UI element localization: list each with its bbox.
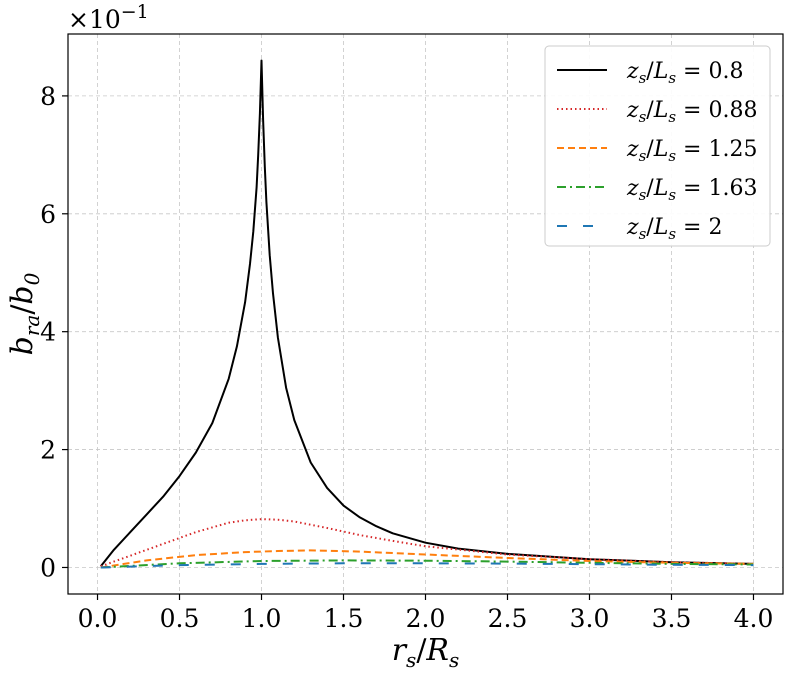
y-tick-label: 8 <box>40 82 56 111</box>
axis-ticks: 0.0 0.5 1.0 1.5 2.0 2.5 3.0 3.5 4.0 0 2 4 6 8 <box>40 82 773 633</box>
x-tick-label: 2.5 <box>488 604 528 633</box>
legend-label: zs/Ls = 2 <box>626 215 722 243</box>
label-slash: / <box>5 304 40 315</box>
y-tick-label: 6 <box>40 200 56 229</box>
series-line-4 <box>100 559 754 569</box>
x-tick-label: 0.0 <box>78 604 118 633</box>
series-line-3 <box>100 549 754 569</box>
label-subscript: s <box>449 648 459 672</box>
y-tick-label: 4 <box>40 318 56 347</box>
x-tick-label: 3.5 <box>652 604 692 633</box>
label-base: b <box>5 336 40 355</box>
offset-exponent: −1 <box>121 1 149 23</box>
y-tick-label: 0 <box>40 553 56 582</box>
label-base: R <box>425 633 449 668</box>
label-base: r <box>392 633 408 668</box>
x-tick-label: 1.0 <box>242 604 282 633</box>
y-offset-label: ×10−1 <box>68 1 149 34</box>
y-tick-label: 2 <box>40 436 56 465</box>
offset-base: ×10 <box>68 5 121 34</box>
x-axis-label: rs/Rs <box>392 633 460 672</box>
label-slash: / <box>416 633 427 668</box>
x-tick-label: 4.0 <box>734 604 774 633</box>
series-line-5 <box>100 562 754 569</box>
series-line-1 <box>100 59 754 567</box>
y-axis-label: bra/b0 <box>5 272 44 355</box>
legend-label: zs/Ls = 0.8 <box>626 59 743 87</box>
series-lines <box>100 59 754 569</box>
legend-label: zs/Ls = 0.88 <box>626 98 757 126</box>
label-base: b <box>5 285 40 304</box>
x-tick-label: 3.0 <box>570 604 610 633</box>
x-tick-label: 2.0 <box>406 604 446 633</box>
label-subscript: 0 <box>20 272 44 285</box>
legend: zs/Ls = 0.8 zs/Ls = 0.88 zs/Ls = 1.25 zs/Ls… <box>544 45 771 247</box>
label-subscript: ra <box>20 315 44 336</box>
x-tick-label: 1.5 <box>324 604 364 633</box>
x-tick-label: 0.5 <box>160 604 200 633</box>
legend-label: zs/Ls = 1.25 <box>626 137 757 165</box>
legend-box <box>544 45 771 247</box>
label-subscript: s <box>406 648 416 672</box>
legend-label: zs/Ls = 1.63 <box>626 176 757 204</box>
